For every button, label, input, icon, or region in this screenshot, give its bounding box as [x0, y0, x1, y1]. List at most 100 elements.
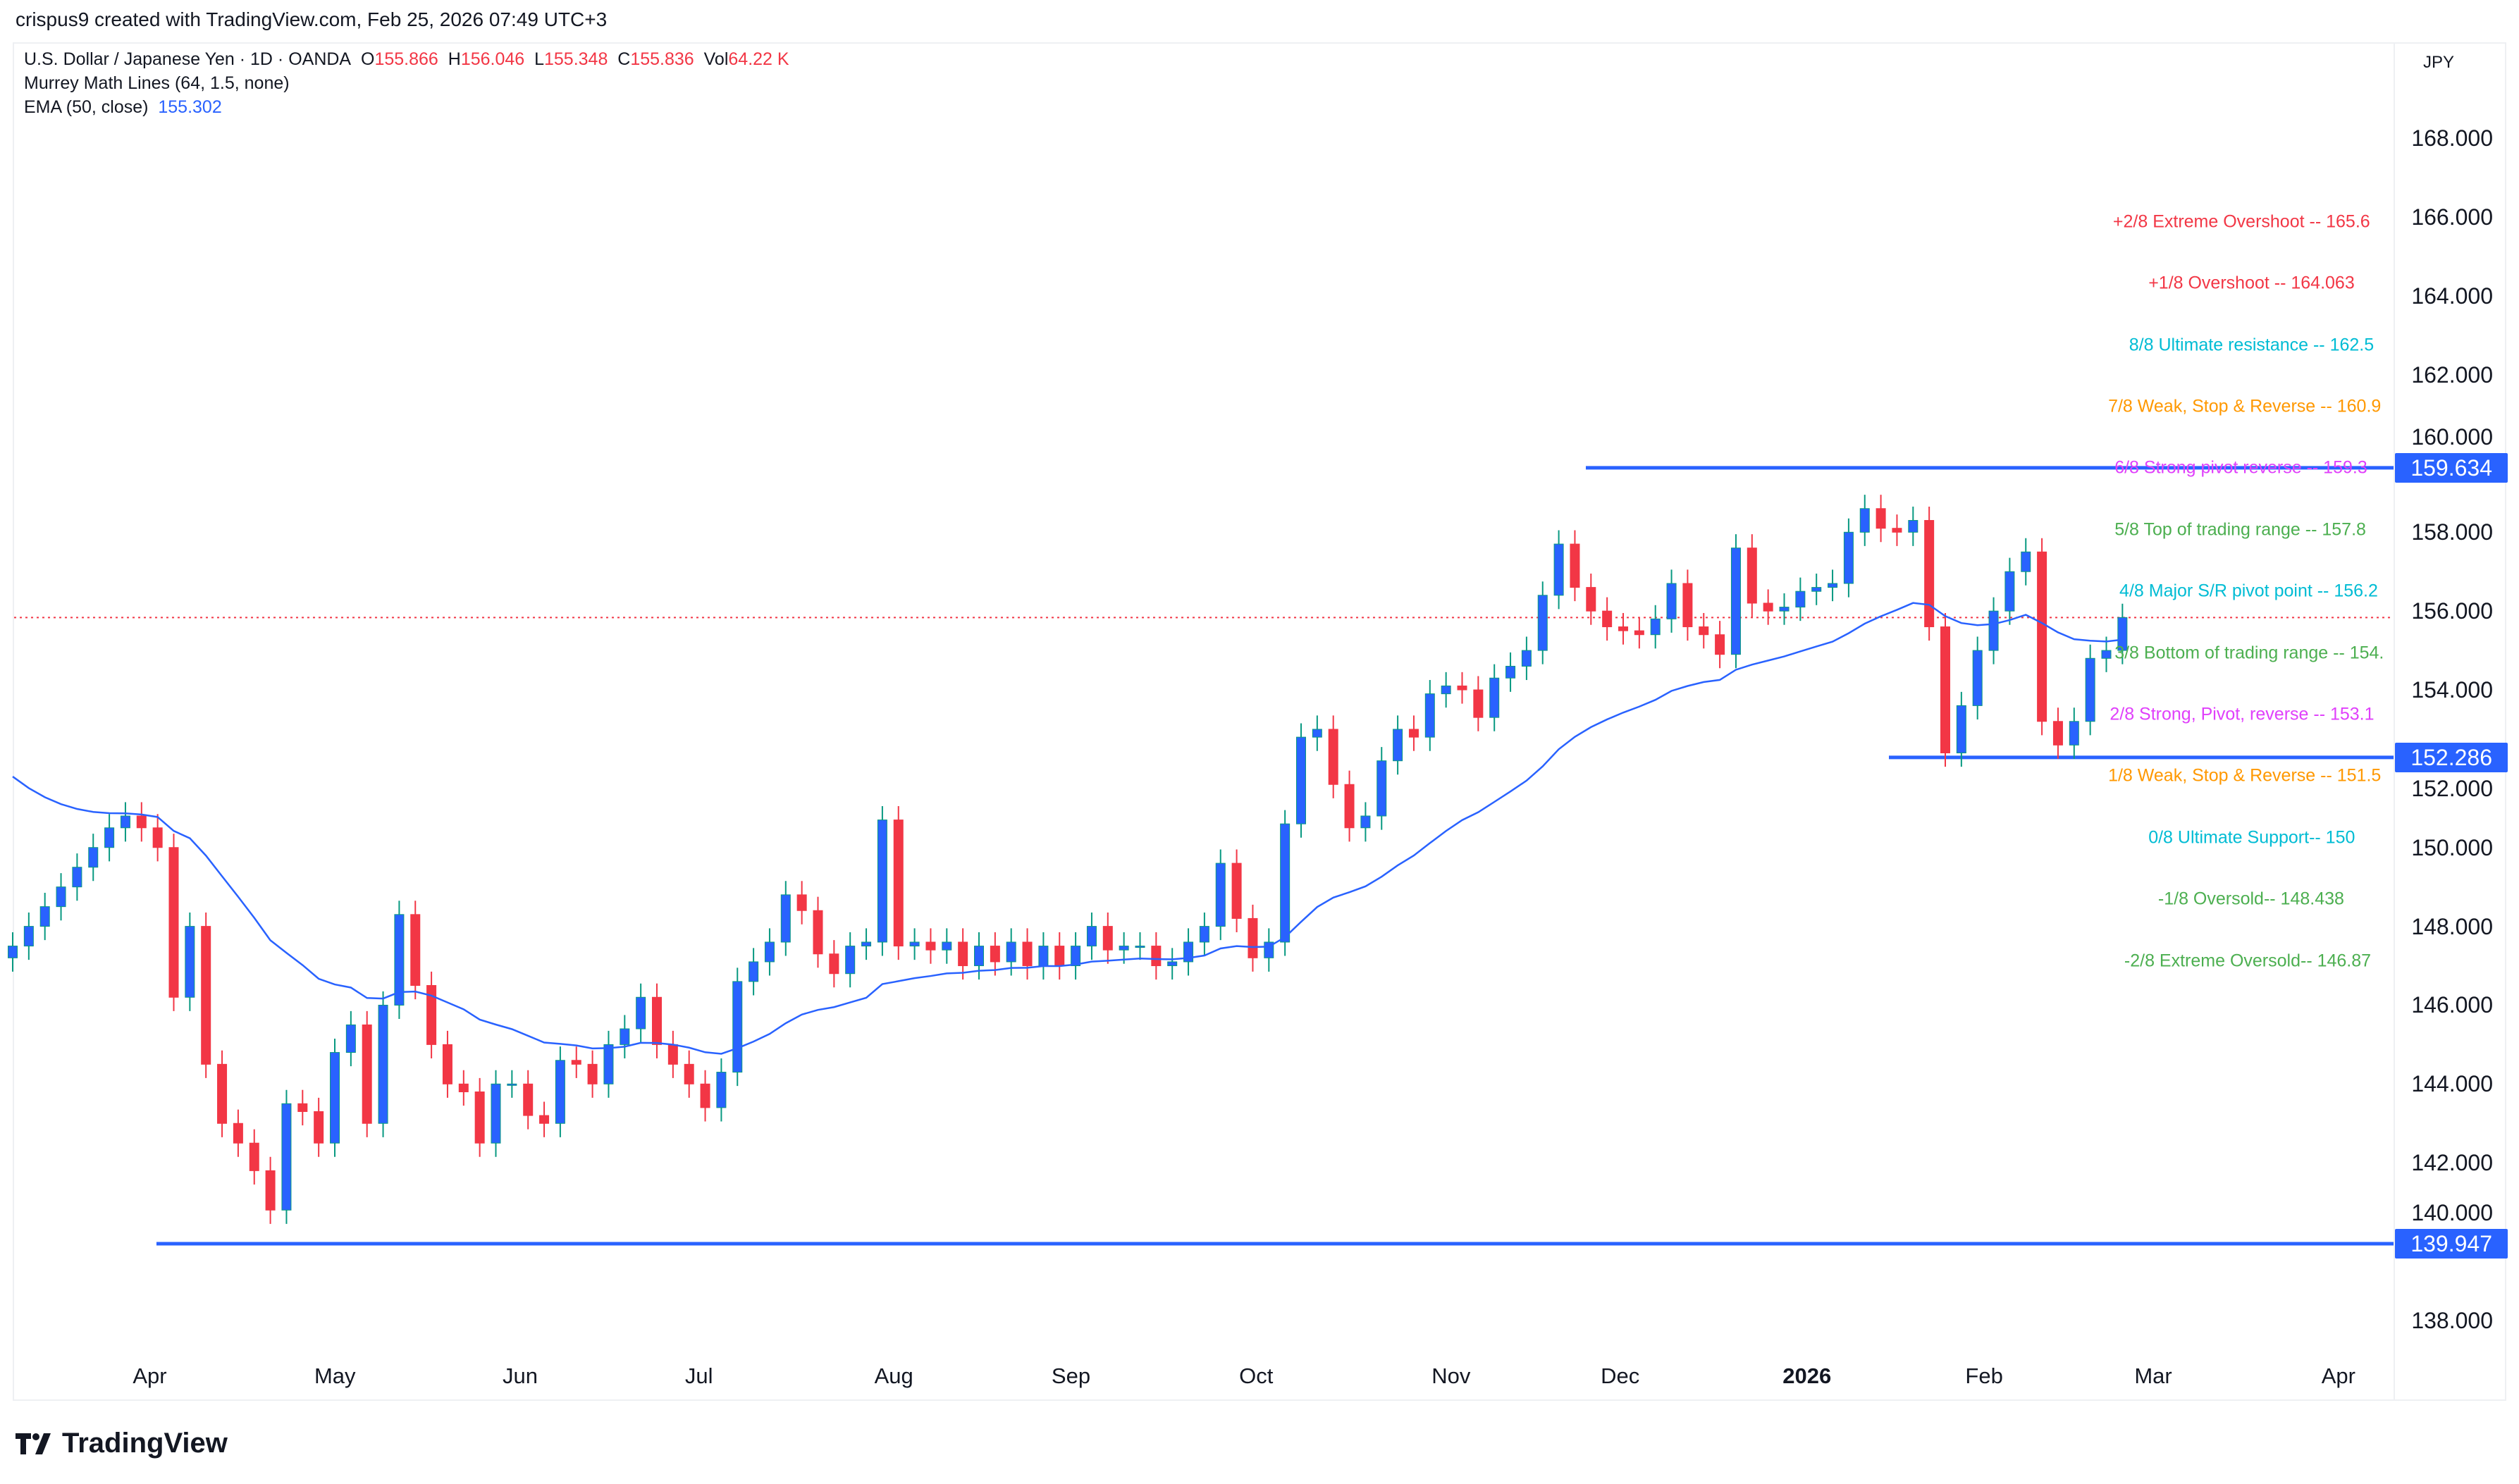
chart-frame [13, 42, 2506, 1401]
high-value: 156.046 [460, 49, 525, 69]
candle-body [877, 820, 887, 943]
candle-body [1312, 729, 1322, 738]
murrey-level-label: 4/8 Major S/R pivot point -- 156.2 [2119, 581, 2378, 601]
time-tick-label: Aug [874, 1364, 913, 1388]
candle-body [2021, 551, 2031, 572]
candle-body [845, 946, 856, 975]
murrey-level-label: 2/8 Strong, Pivot, reverse -- 153.1 [2110, 704, 2375, 724]
candle-body [362, 1024, 372, 1124]
candle-body [23, 926, 34, 947]
candle-body [201, 926, 211, 1065]
candle-body [1988, 610, 1999, 651]
symbol-name[interactable]: U.S. Dollar / Japanese Yen · 1D · OANDA [24, 49, 352, 69]
candle-body [1071, 946, 1081, 967]
candle-body [394, 914, 405, 1006]
open-label: O [361, 49, 375, 69]
price-tick-label: 164.000 [2411, 283, 2493, 309]
candle-body [684, 1063, 694, 1084]
candle-body [378, 1004, 388, 1124]
candle-body [1102, 926, 1113, 951]
murrey-level-label: 7/8 Weak, Stop & Reverse -- 160.9 [2108, 396, 2382, 416]
candle-body [716, 1072, 727, 1108]
time-tick-label: Sep [1051, 1364, 1091, 1388]
horizontal-line-price-label: 152.286 [2395, 742, 2508, 772]
candle-body [120, 815, 130, 829]
candle-body [1859, 508, 1870, 533]
candle-body [990, 946, 1000, 963]
candle-body [942, 941, 952, 951]
candle-body [1699, 626, 1709, 636]
candle-body [1248, 917, 1258, 958]
candle-body [104, 827, 115, 848]
candle-body [958, 941, 968, 967]
candle-body [925, 941, 936, 951]
candle-body [265, 1170, 276, 1211]
legend-ema[interactable]: EMA (50, close) 155.302 [24, 97, 222, 118]
candle-body [217, 1063, 228, 1124]
candle-body [1505, 665, 1516, 679]
candle-body [1199, 926, 1209, 943]
candle-body [829, 953, 839, 975]
currency-label[interactable]: JPY [2422, 53, 2454, 72]
horizontal-line-price-label: 159.634 [2395, 452, 2508, 483]
murrey-level-label: 0/8 Ultimate Support-- 150 [2148, 827, 2355, 848]
legend-murrey[interactable]: Murrey Math Lines (64, 1.5, none) [24, 73, 290, 93]
time-tick-label: May [314, 1364, 356, 1388]
candle-body [1360, 815, 1371, 829]
price-tick-label: 162.000 [2411, 361, 2493, 388]
candle-body [1828, 583, 1838, 588]
candle-body [1747, 548, 1757, 604]
candle-body [909, 941, 920, 947]
candle-body [1231, 862, 1242, 919]
time-tick-label: Apr [133, 1364, 167, 1388]
candle-body [1682, 583, 1693, 628]
candle-body [185, 926, 195, 998]
candle-body [1521, 650, 1532, 667]
time-tick-label: Jul [684, 1364, 713, 1388]
candle-body [523, 1083, 534, 1116]
time-tick-label: Nov [1431, 1364, 1471, 1388]
murrey-math-labels: +2/8 Extreme Overshoot -- 165.6 +1/8 Over… [0, 42, 2392, 1401]
murrey-level-label: 3/8 Bottom of trading range -- 154. [2114, 643, 2384, 663]
logo-text: TradingView [62, 1428, 228, 1459]
candle-body [168, 847, 179, 998]
candle-body [1586, 587, 1596, 612]
candle-body [620, 1028, 630, 1045]
price-tick-label: 142.000 [2411, 1150, 2493, 1176]
candle-body [2069, 721, 2079, 746]
tradingview-logo[interactable]: TradingView [16, 1428, 228, 1459]
candle-body [1570, 543, 1580, 588]
ema-value: 155.302 [158, 97, 222, 117]
candle-body [861, 941, 872, 947]
time-tick-label: Apr [2321, 1364, 2355, 1388]
candle-body [410, 914, 421, 986]
price-axis-divider [2394, 42, 2395, 1401]
time-tick-label: 2026 [1782, 1364, 1832, 1388]
candle-body [314, 1111, 324, 1144]
candle-body [1135, 946, 1145, 948]
ema-line [12, 602, 2123, 1055]
candle-body [1634, 630, 1644, 636]
candle-body [426, 984, 437, 1045]
murrey-level-label: -2/8 Extreme Oversold-- 146.87 [2124, 951, 2372, 971]
candle-body [39, 906, 50, 927]
candle-body [1763, 602, 1773, 612]
candle-body [1956, 705, 1966, 754]
candle-body [1441, 685, 1451, 695]
candle-body [1296, 736, 1306, 824]
murrey-level-label: 1/8 Weak, Stop & Reverse -- 151.5 [2108, 765, 2382, 786]
price-tick-label: 158.000 [2411, 519, 2493, 545]
candle-body [136, 815, 147, 829]
candle-body [1393, 729, 1403, 762]
tradingview-logo-icon [16, 1433, 51, 1454]
candle-body [1537, 595, 1548, 651]
close-label: C [617, 49, 631, 69]
candle-body [2085, 657, 2095, 722]
price-tick-label: 152.000 [2411, 775, 2493, 801]
price-tick-label: 168.000 [2411, 125, 2493, 151]
candle-body [974, 946, 984, 967]
time-tick-label: Oct [1239, 1364, 1274, 1388]
candle-body [491, 1083, 501, 1144]
candle-body [1795, 590, 1806, 608]
